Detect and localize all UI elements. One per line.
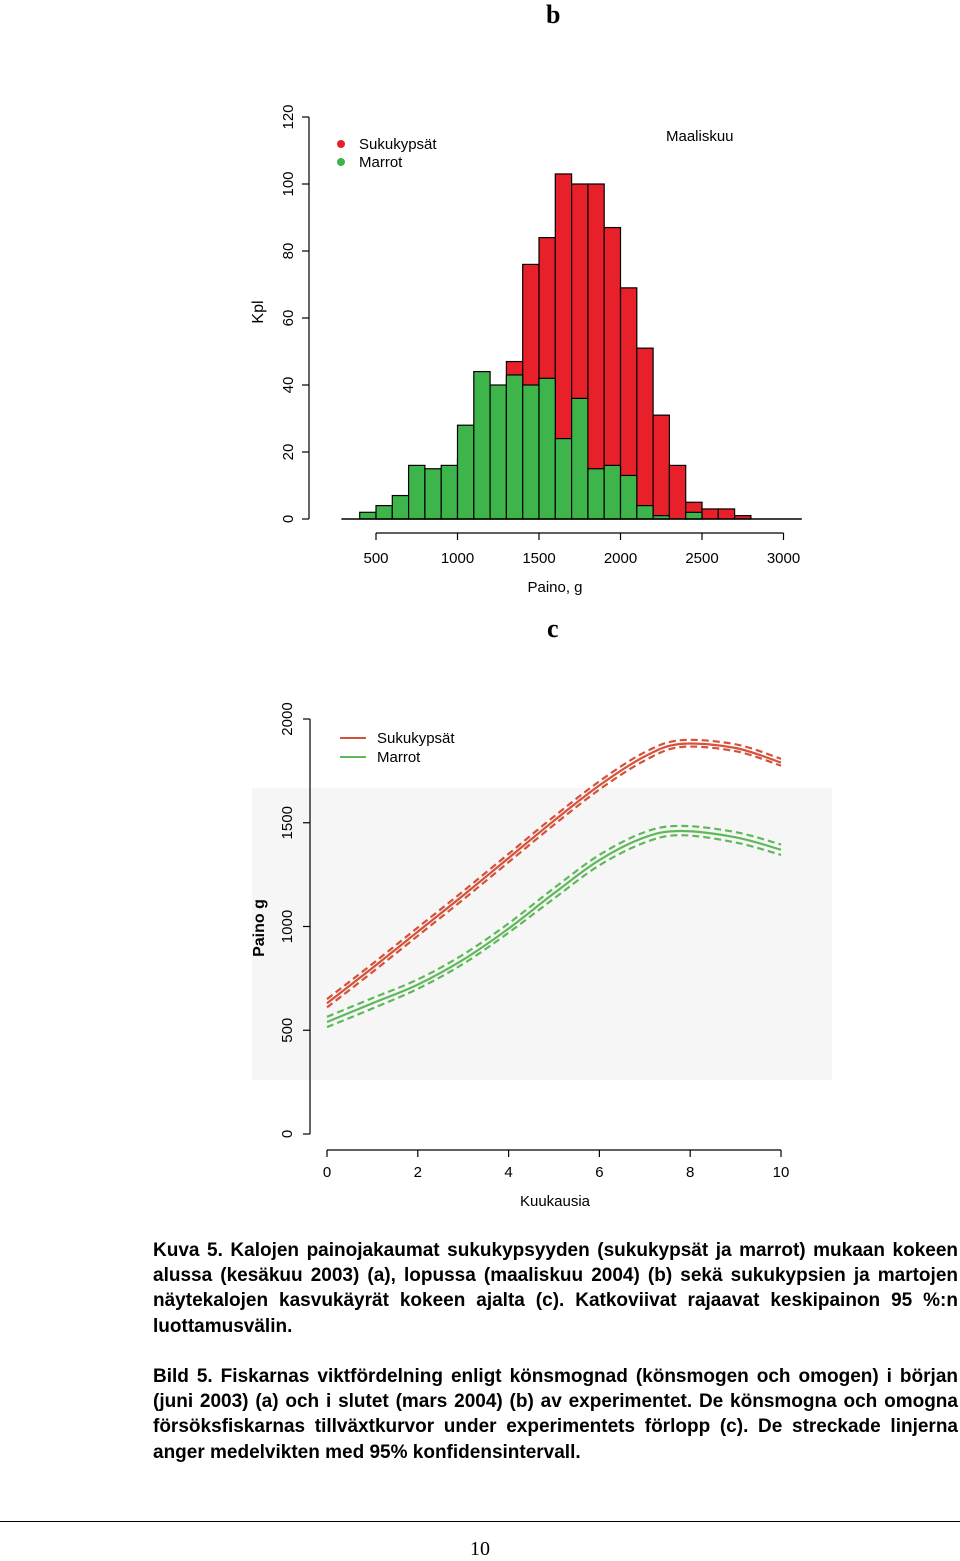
legend-dot bbox=[337, 158, 345, 166]
y-tick-label: 1000 bbox=[279, 910, 296, 943]
legend-label: Sukukypsät bbox=[377, 730, 455, 747]
mean-line-marrot bbox=[326, 829, 782, 1024]
legend-label: Marrot bbox=[359, 154, 403, 171]
ci-upper-line-sukukypsat bbox=[326, 738, 782, 1000]
page-number: 10 bbox=[470, 1538, 490, 1560]
x-tick-label: 8 bbox=[686, 1164, 694, 1181]
y-tick-label: 0 bbox=[279, 1130, 296, 1138]
legend-dot bbox=[337, 140, 345, 148]
y-tick-label: 60 bbox=[280, 310, 297, 327]
legend-label: Marrot bbox=[377, 749, 421, 766]
x-axis-title: Kuukausia bbox=[520, 1193, 591, 1210]
page-footer-rule bbox=[0, 1521, 960, 1522]
legend-label: Sukukypsät bbox=[359, 136, 437, 153]
x-tick-label: 500 bbox=[363, 550, 388, 567]
growth-curve-chart: 0 2 4 6 8 10 Kuukausia 0 500 1000 1500 2000 Paino g S… bbox=[251, 702, 790, 1210]
y-tick-label: 1500 bbox=[279, 806, 296, 839]
x-tick-label: 2000 bbox=[604, 550, 637, 567]
y-tick-label: 2000 bbox=[279, 702, 296, 735]
x-tick-label: 2 bbox=[414, 1164, 422, 1181]
x-tick-label: 3000 bbox=[767, 550, 800, 567]
x-tick-label: 2500 bbox=[685, 550, 718, 567]
x-tick-label: 1000 bbox=[441, 550, 474, 567]
y-axis-title: Kpl bbox=[250, 300, 267, 323]
y-tick-label: 100 bbox=[280, 171, 297, 196]
y-axis-title: Paino g bbox=[251, 899, 268, 957]
mean-line-sukukypsat bbox=[326, 742, 782, 1005]
y-tick-label: 20 bbox=[280, 444, 297, 461]
ci-upper-line-marrot bbox=[326, 824, 782, 1018]
panel-b-label: b bbox=[546, 0, 561, 29]
y-tick-label: 0 bbox=[280, 515, 297, 523]
y-tick-label: 80 bbox=[280, 243, 297, 260]
caption-swedish: Bild 5. Fiskarnas viktfördelning enligt … bbox=[153, 1366, 958, 1463]
y-tick-label: 500 bbox=[279, 1018, 296, 1043]
caption-finnish: Kuva 5. Kalojen painojakaumat sukukypsyy… bbox=[153, 1240, 958, 1337]
y-tick-label: 120 bbox=[280, 104, 297, 129]
x-axis-title: Paino, g bbox=[527, 579, 582, 596]
x-tick-label: 4 bbox=[504, 1164, 512, 1181]
y-tick-label: 40 bbox=[280, 377, 297, 394]
ci-lower-line-sukukypsat bbox=[326, 745, 782, 1009]
x-tick-label: 1500 bbox=[522, 550, 555, 567]
histogram-chart: 500 1000 1500 2000 2500 3000 Paino, g 0 20 40 60 80… bbox=[250, 104, 802, 596]
x-tick-label: 0 bbox=[323, 1164, 331, 1181]
x-tick-label: 6 bbox=[595, 1164, 603, 1181]
x-tick-label: 10 bbox=[773, 1164, 790, 1181]
chart-title: Maaliskuu bbox=[666, 128, 734, 145]
panel-c-label: c bbox=[547, 614, 559, 643]
ci-lower-line-marrot bbox=[326, 834, 782, 1029]
